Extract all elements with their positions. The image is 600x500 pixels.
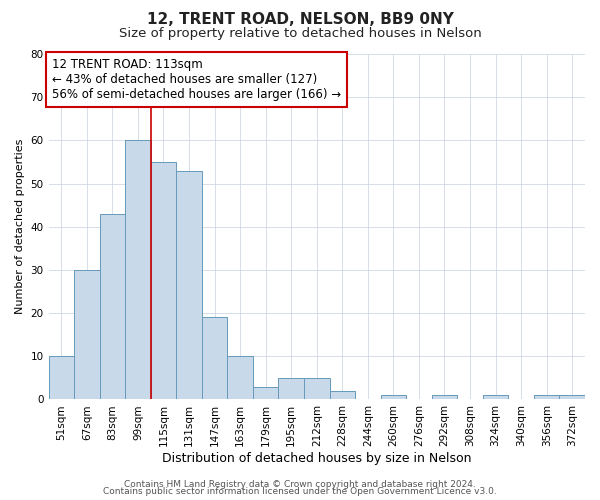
Text: Contains HM Land Registry data © Crown copyright and database right 2024.: Contains HM Land Registry data © Crown c… <box>124 480 476 489</box>
Bar <box>151 162 176 400</box>
Y-axis label: Number of detached properties: Number of detached properties <box>15 139 25 314</box>
Text: Contains public sector information licensed under the Open Government Licence v3: Contains public sector information licen… <box>103 488 497 496</box>
X-axis label: Distribution of detached houses by size in Nelson: Distribution of detached houses by size … <box>162 452 472 465</box>
Bar <box>227 356 253 400</box>
Bar <box>304 378 329 400</box>
Bar <box>125 140 151 400</box>
Bar <box>202 318 227 400</box>
Bar <box>100 214 125 400</box>
Bar <box>49 356 74 400</box>
Bar <box>253 386 278 400</box>
Bar <box>176 170 202 400</box>
Bar <box>534 395 559 400</box>
Text: 12 TRENT ROAD: 113sqm
← 43% of detached houses are smaller (127)
56% of semi-det: 12 TRENT ROAD: 113sqm ← 43% of detached … <box>52 58 341 102</box>
Bar <box>380 395 406 400</box>
Bar <box>278 378 304 400</box>
Bar <box>432 395 457 400</box>
Bar <box>74 270 100 400</box>
Bar <box>329 391 355 400</box>
Text: 12, TRENT ROAD, NELSON, BB9 0NY: 12, TRENT ROAD, NELSON, BB9 0NY <box>146 12 454 28</box>
Bar <box>483 395 508 400</box>
Text: Size of property relative to detached houses in Nelson: Size of property relative to detached ho… <box>119 28 481 40</box>
Bar <box>559 395 585 400</box>
